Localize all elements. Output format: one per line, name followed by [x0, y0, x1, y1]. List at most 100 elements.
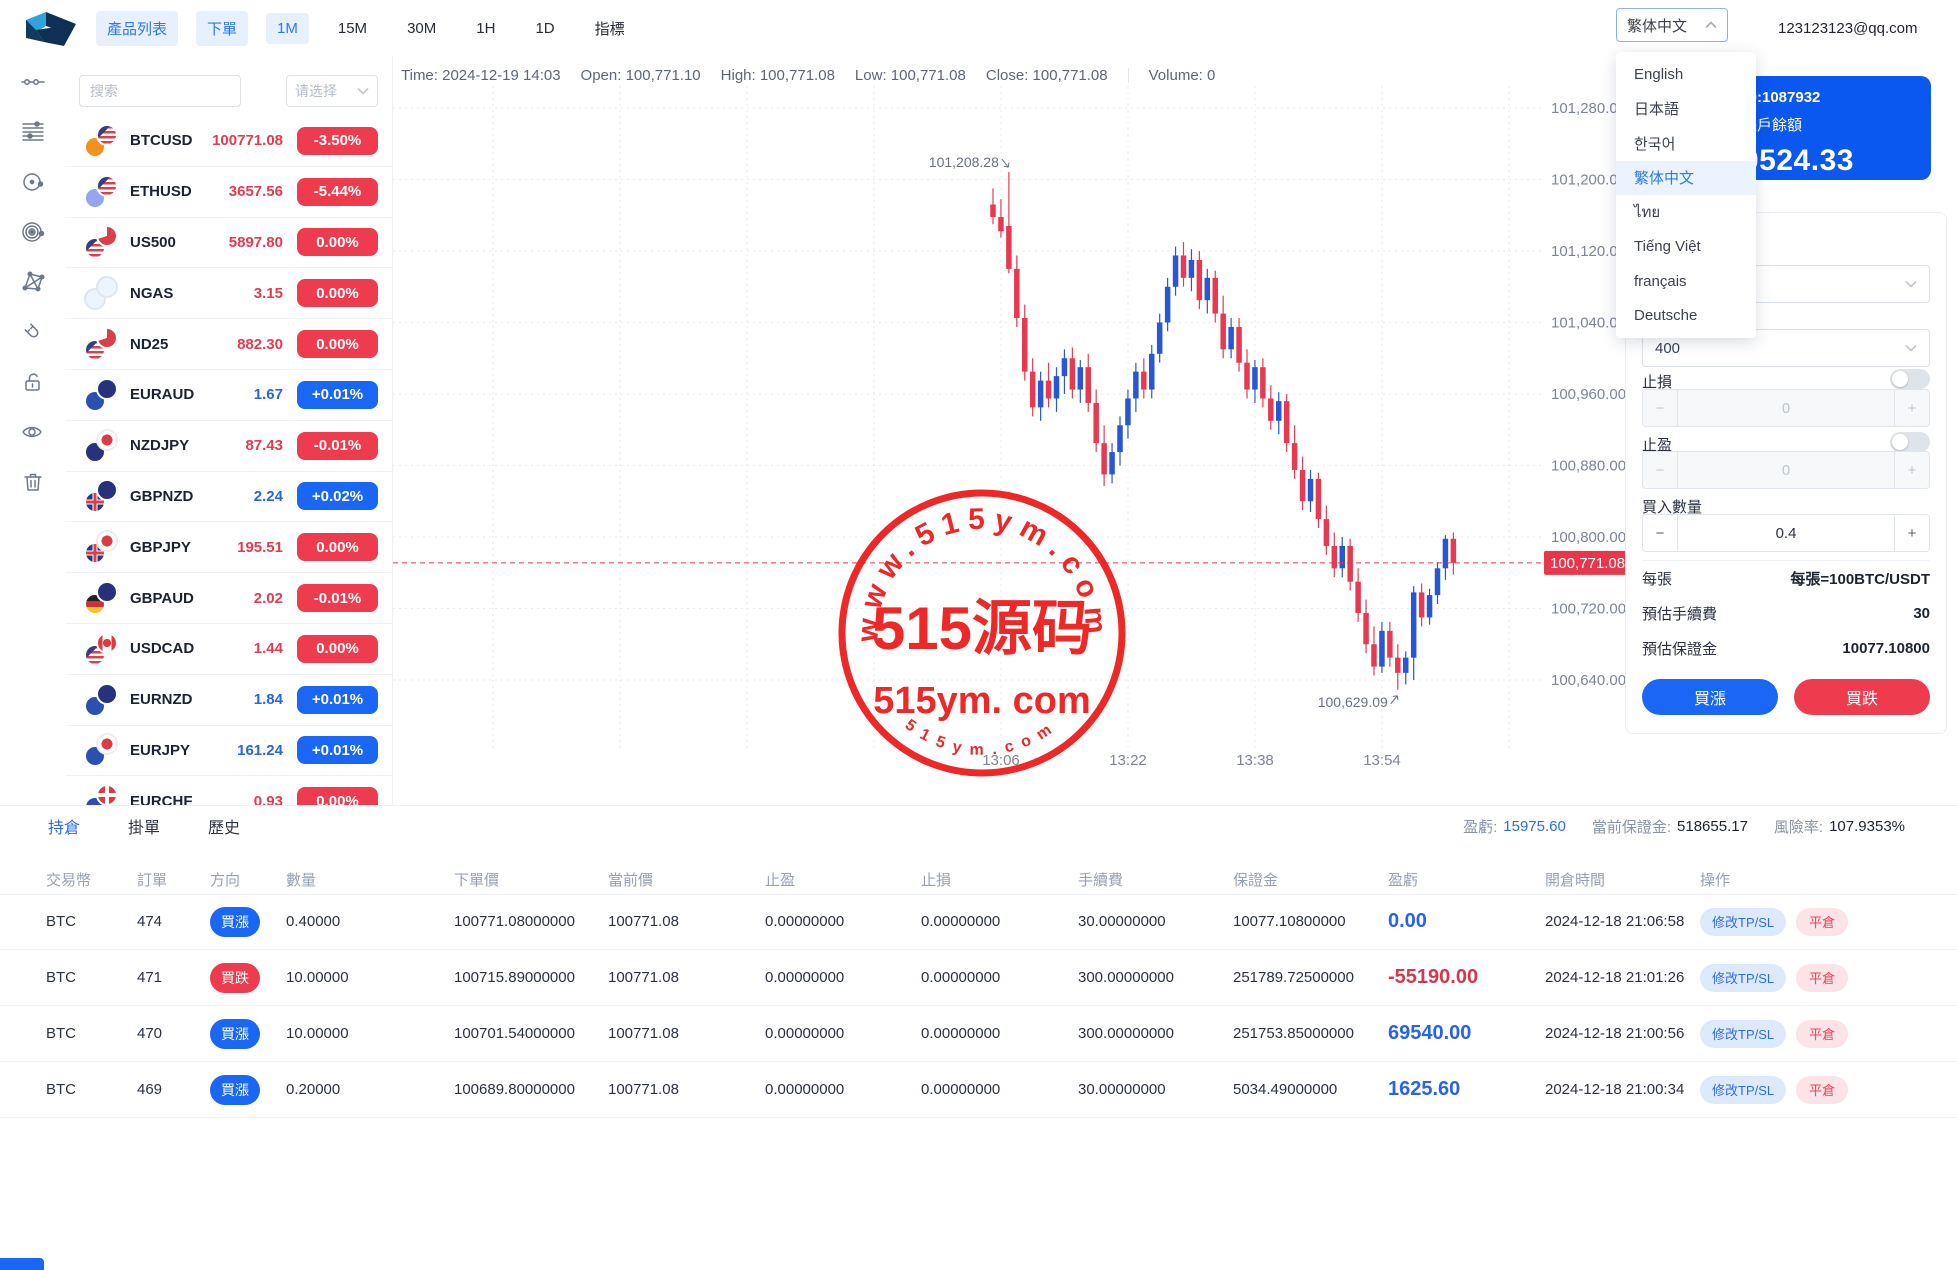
close-position-button[interactable]: 平倉: [1796, 1019, 1849, 1048]
search-input[interactable]: [79, 75, 241, 107]
language-option[interactable]: Tiếng Việt: [1634, 238, 1701, 256]
increment-button[interactable]: +: [1894, 515, 1929, 551]
watchlist-row-GBPAUD[interactable]: GBPAUD 2.02 -0.01%: [66, 573, 392, 624]
increment-button[interactable]: +: [1894, 452, 1929, 488]
instrument-price: 3.15: [253, 284, 283, 302]
decrement-button[interactable]: −: [1643, 452, 1678, 488]
actions-cell: 修改TP/SL 平倉: [1700, 1075, 1911, 1104]
positions-tabs: 持倉 掛單 歷史: [48, 814, 240, 838]
menu-item-下單[interactable]: 下單: [196, 10, 249, 46]
decrement-button[interactable]: −: [1643, 390, 1678, 426]
tab-掛單[interactable]: 掛單: [128, 820, 161, 837]
watchlist-header: 请选择: [66, 75, 392, 107]
instrument-price: 2.24: [253, 487, 283, 505]
language-option[interactable]: English: [1634, 65, 1684, 83]
tab-持倉[interactable]: 持倉: [48, 820, 81, 837]
watchlist-row-NGAS[interactable]: NGAS 3.15 0.00%: [66, 268, 392, 320]
language-option[interactable]: français: [1634, 272, 1687, 290]
watchlist-row-NZDJPY[interactable]: NZDJPY 87.43 -0.01%: [66, 421, 392, 472]
trash-icon[interactable]: [21, 470, 45, 494]
language-select-value: 繁体中文: [1627, 17, 1688, 35]
eye-icon[interactable]: [21, 420, 45, 444]
stat-value: 107.9353%: [1829, 818, 1905, 835]
direction-pill[interactable]: 買漲: [210, 906, 260, 937]
watchlist-row-ND25[interactable]: ND25 882.30 0.00%: [66, 319, 392, 370]
fib-lines-icon[interactable]: [21, 120, 45, 144]
spiral-icon[interactable]: [21, 220, 45, 244]
quantity-value[interactable]: 0.4: [1775, 524, 1797, 542]
increment-button[interactable]: +: [1894, 390, 1929, 426]
stop-loss-value[interactable]: 0: [1781, 399, 1791, 417]
magnet-icon[interactable]: [21, 320, 45, 344]
candlestick-chart[interactable]: 101,280.00 101,200.00 101,120.00 101,040.00…: [393, 56, 1655, 805]
language-option[interactable]: 한국어: [1634, 135, 1676, 153]
watchlist-row-GBPJPY[interactable]: GBPJPY 195.51 0.00%: [66, 522, 392, 574]
unlock-icon[interactable]: [21, 370, 45, 394]
direction-pill[interactable]: 買跌: [210, 962, 260, 993]
fee-cell: 30.00000000: [1078, 1081, 1166, 1098]
instrument-symbol: US500: [130, 233, 176, 251]
stop-loss-toggle[interactable]: [1890, 369, 1930, 389]
instrument-price: 1.67: [253, 386, 283, 404]
polygon-icon[interactable]: [21, 270, 45, 294]
menu-item-1M[interactable]: 1M: [266, 12, 309, 44]
direction-pill[interactable]: 買漲: [210, 1018, 260, 1049]
margin-cell: 251789.72500000: [1233, 969, 1354, 986]
change-badge: 0.00%: [297, 228, 378, 257]
menu-item-15M[interactable]: 15M: [337, 19, 368, 37]
tab-歷史[interactable]: 歷史: [208, 820, 241, 837]
watchlist-row-GBPNZD[interactable]: GBPNZD 2.24 +0.02%: [66, 472, 392, 523]
instrument-price: 161.24: [237, 741, 283, 759]
language-option[interactable]: Deutsche: [1634, 307, 1698, 325]
column-header: 開倉時間: [1545, 871, 1606, 889]
direction-pill[interactable]: 買漲: [210, 1074, 260, 1105]
instrument-pair-icon: [84, 733, 118, 768]
menu-item-1H[interactable]: 1H: [476, 19, 496, 37]
instrument-symbol: ND25: [130, 335, 169, 353]
actions-cell: 修改TP/SL 平倉: [1700, 907, 1911, 936]
circle-icon[interactable]: [21, 170, 45, 194]
watchlist-row-US500[interactable]: US500 5897.80 0.00%: [66, 218, 392, 269]
menu-item-30M[interactable]: 30M: [407, 19, 437, 37]
menu-item-產品列表[interactable]: 產品列表: [96, 10, 179, 46]
modify-tpsl-button[interactable]: 修改TP/SL: [1700, 1019, 1787, 1048]
watchlist-row-USDCAD[interactable]: USDCAD 1.44 0.00%: [66, 624, 392, 675]
menu-item-指標[interactable]: 指標: [594, 20, 625, 38]
language-option[interactable]: 日本語: [1634, 101, 1680, 119]
language-option[interactable]: 繁体中文: [1616, 160, 1756, 195]
modify-tpsl-button[interactable]: 修改TP/SL: [1700, 907, 1787, 936]
take-profit-toggle[interactable]: [1890, 432, 1930, 452]
language-option[interactable]: ไทย: [1634, 204, 1661, 222]
currency-icon: [96, 327, 118, 350]
user-email[interactable]: 123123123@qq.com: [1778, 19, 1918, 37]
currency-icon: [96, 479, 118, 502]
take-profit-value[interactable]: 0: [1781, 461, 1791, 479]
trend-line-icon[interactable]: [21, 70, 45, 94]
category-filter-select[interactable]: 请选择: [286, 75, 378, 107]
watchlist-row-EURAUD[interactable]: EURAUD 1.67 +0.01%: [66, 370, 392, 421]
menu-item-1D[interactable]: 1D: [535, 19, 555, 37]
watchlist-row-EURNZD[interactable]: EURNZD 1.84 +0.01%: [66, 675, 392, 726]
stat-value: 15975.60: [1503, 818, 1566, 835]
pnl-value: 0.00: [1388, 910, 1427, 932]
language-select[interactable]: 繁体中文: [1616, 8, 1728, 42]
decrement-button[interactable]: −: [1643, 515, 1678, 551]
watchlist-row-ETHUSD[interactable]: ETHUSD 3657.56 -5.44%: [66, 167, 392, 218]
close-position-button[interactable]: 平倉: [1796, 963, 1849, 992]
modify-tpsl-button[interactable]: 修改TP/SL: [1700, 1075, 1787, 1104]
pnl-value: 1625.60: [1388, 1078, 1461, 1100]
close-position-button[interactable]: 平倉: [1796, 907, 1849, 936]
watchlist-row-EURJPY[interactable]: EURJPY 161.24 +0.01%: [66, 726, 392, 777]
close-position-button[interactable]: 平倉: [1796, 1075, 1849, 1104]
chevron-down-icon: [1905, 344, 1917, 352]
buy-up-button[interactable]: 買漲: [1642, 679, 1778, 715]
corner-widget[interactable]: [0, 1258, 44, 1270]
watchlist-row-EURCHF[interactable]: EURCHF 0.93 0.00%: [66, 776, 392, 805]
buy-down-button[interactable]: 買跌: [1794, 679, 1930, 715]
modify-tpsl-button[interactable]: 修改TP/SL: [1700, 963, 1787, 992]
watchlist-row-BTCUSD[interactable]: BTCUSD 100771.08 -3.50%: [66, 116, 392, 167]
instrument-symbol: USDCAD: [130, 640, 195, 658]
open-time-cell: 2024-12-18 21:00:56: [1545, 1025, 1685, 1042]
toggle-knob: [1892, 434, 1908, 450]
ohlc-info-item: Open: 100,771.10: [580, 67, 701, 84]
